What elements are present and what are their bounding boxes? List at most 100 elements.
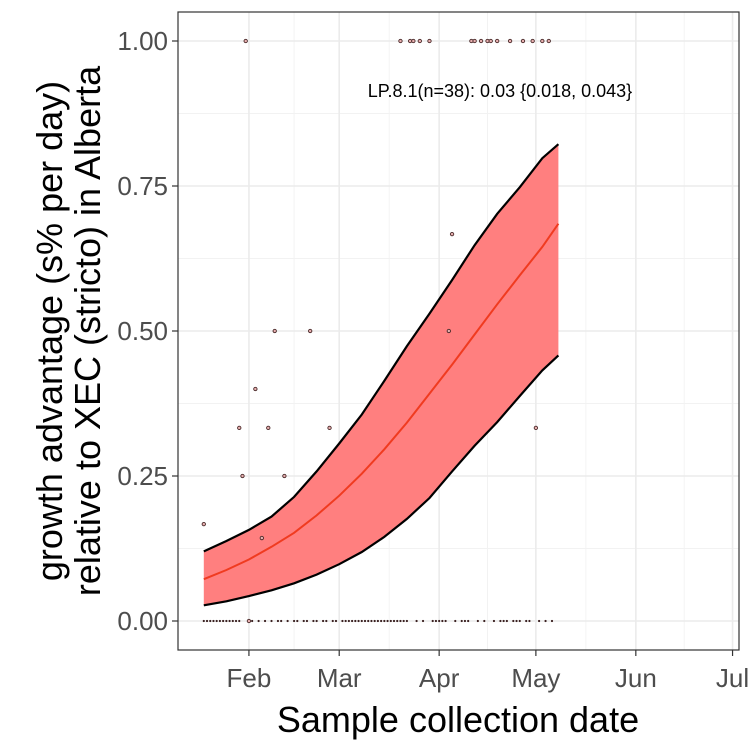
data-point: [308, 328, 313, 334]
data-point: [266, 425, 271, 431]
y-tick-label: 0.75: [117, 171, 168, 201]
zero-point: [383, 619, 386, 623]
fit-line-group: [203, 223, 560, 581]
y-tick-label: 0.50: [117, 316, 168, 346]
zero-point: [505, 619, 508, 623]
x-tick-label: Jun: [615, 663, 657, 693]
data-point: [411, 38, 416, 44]
zero-point: [376, 619, 379, 623]
zero-point: [373, 619, 376, 623]
zero-point: [305, 619, 309, 623]
x-axis: Feb Mar Apr May Jun Jul: [227, 650, 749, 693]
fit-line: [203, 223, 560, 581]
observed-points: [201, 38, 551, 624]
zero-point: [331, 619, 334, 623]
y-axis-title-group-2: relative to XEC (stricto) in Alberta: [67, 65, 108, 596]
zero-point: [209, 619, 212, 623]
zero-point: [544, 619, 547, 623]
zero-point: [421, 619, 425, 623]
zero-point: [512, 619, 515, 623]
data-point: [427, 38, 432, 44]
zero-point: [392, 619, 396, 623]
x-tick-label: Apr: [419, 663, 460, 693]
zero-point: [538, 619, 541, 623]
zero-point: [280, 619, 283, 623]
zero-point: [434, 619, 438, 623]
zero-point: [334, 619, 338, 623]
data-point: [201, 521, 206, 527]
data-point: [540, 38, 545, 44]
x-tick-label: Feb: [227, 663, 272, 693]
zero-point: [292, 619, 296, 623]
data-point: [243, 38, 248, 44]
zero-point: [483, 619, 486, 623]
zero-point: [234, 619, 238, 623]
zero-point: [218, 619, 222, 623]
zero-point: [347, 619, 350, 623]
ribbon-upper-bound: [203, 143, 560, 553]
zero-point: [444, 619, 447, 623]
zero-point: [441, 619, 444, 623]
zero-point: [222, 619, 225, 623]
data-point: [417, 38, 422, 44]
zero-point: [302, 619, 305, 623]
zero-point: [492, 619, 496, 623]
y-tick-label: 0.25: [117, 461, 168, 491]
data-point: [530, 38, 535, 44]
zero-point: [325, 619, 328, 623]
y-axis: 0.00 0.25 0.50 0.75 1.00: [117, 26, 178, 636]
zero-point: [286, 619, 289, 623]
zero-point: [454, 619, 457, 623]
zero-point: [502, 619, 505, 623]
zero-point: [354, 619, 357, 623]
zero-point: [357, 619, 360, 623]
zero-point: [367, 619, 370, 623]
zero-point: [518, 619, 521, 623]
data-point: [327, 425, 332, 431]
zero-point: [415, 619, 418, 623]
data-point: [259, 535, 264, 541]
data-point: [282, 473, 287, 479]
zero-point: [263, 619, 267, 623]
data-point: [507, 38, 513, 44]
data-point: [520, 38, 526, 44]
zero-point: [341, 619, 344, 623]
zero-observations: [202, 619, 554, 623]
data-point: [237, 425, 242, 431]
zero-point: [228, 619, 231, 623]
zero-point: [351, 619, 354, 623]
zero-point: [212, 619, 215, 623]
zero-point: [344, 619, 347, 623]
zero-point: [276, 619, 280, 623]
y-axis-title-line1: growth advantage (s% per day): [29, 81, 70, 581]
y-tick-label: 0.00: [117, 606, 168, 636]
zero-point: [231, 619, 234, 623]
data-point: [472, 38, 477, 44]
zero-point: [321, 619, 325, 623]
zero-point: [205, 619, 209, 623]
data-point: [533, 425, 539, 431]
zero-point: [257, 619, 260, 623]
zero-point: [315, 619, 318, 623]
zero-point: [463, 619, 467, 623]
data-point: [478, 38, 484, 44]
zero-point: [202, 619, 205, 623]
growth-estimate-annotation: LP.8.1(n=38): 0.03 {0.018, 0.043}: [368, 81, 632, 101]
data-point: [495, 38, 500, 44]
data-point: [398, 38, 403, 44]
zero-point: [389, 619, 392, 623]
zero-point: [405, 619, 409, 623]
y-tick-label: 1.00: [117, 26, 168, 56]
zero-point: [467, 619, 470, 623]
zero-point: [215, 619, 218, 623]
confidence-ribbon: [203, 143, 560, 607]
zero-point: [360, 619, 363, 623]
zero-point: [370, 619, 373, 623]
zero-point: [296, 619, 299, 623]
zero-point: [312, 619, 315, 623]
zero-point: [550, 619, 554, 623]
ribbon-area: [203, 144, 559, 606]
zero-point: [270, 619, 273, 623]
zero-point: [225, 619, 228, 623]
